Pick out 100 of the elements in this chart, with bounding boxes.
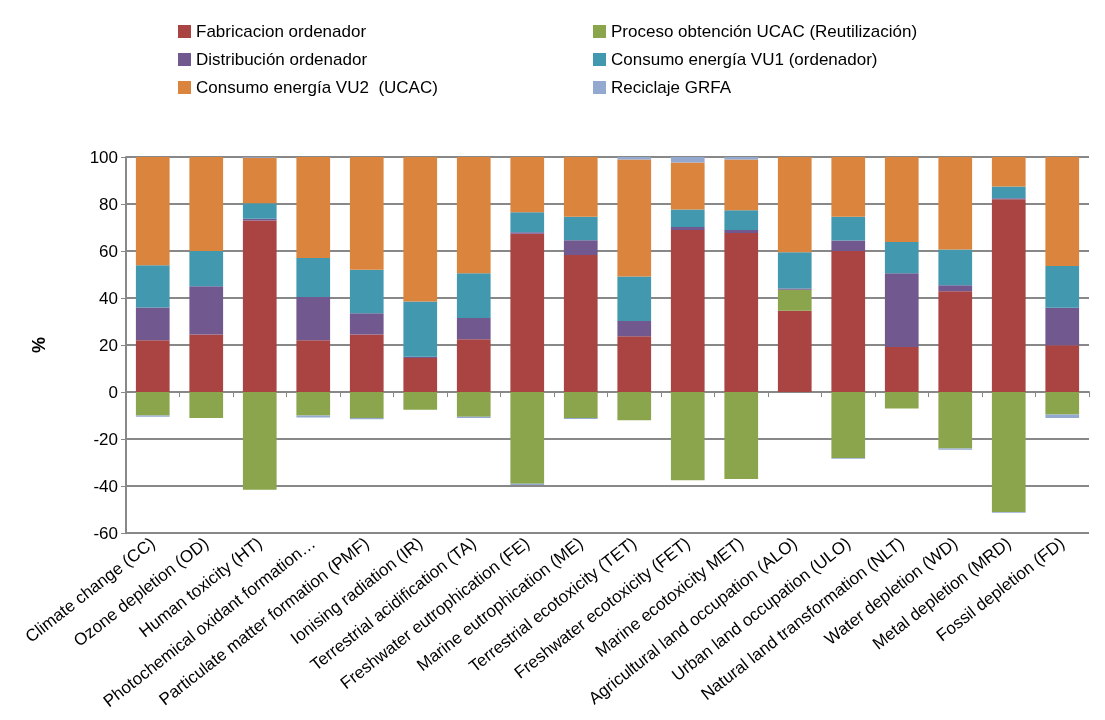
bar: [938, 291, 973, 393]
bar: [135, 392, 170, 416]
bar: [938, 285, 973, 292]
bar: [242, 220, 277, 393]
legend-label: Fabricacion ordenador: [196, 22, 367, 41]
bar: [884, 242, 919, 274]
bar: [456, 157, 491, 274]
bar: [617, 392, 652, 421]
bar: [831, 392, 866, 458]
bar: [938, 392, 973, 449]
bar: [403, 301, 438, 357]
bar: [670, 229, 705, 393]
bar: [510, 157, 545, 213]
y-tick-label: 40: [99, 288, 118, 308]
legend-label: Proceso obtención UCAC (Reutilización): [611, 22, 918, 41]
y-tick-label: 60: [99, 241, 118, 261]
bar: [1045, 345, 1080, 393]
y-tick-label: -40: [93, 476, 118, 496]
bar: [189, 286, 224, 335]
bar: [1045, 414, 1080, 418]
bar: [189, 392, 224, 418]
bar: [1045, 307, 1080, 346]
bar: [296, 258, 331, 297]
bar: [831, 216, 866, 241]
bar: [296, 296, 331, 341]
bar: [563, 157, 598, 217]
bar: [456, 339, 491, 393]
legend-label: Consumo energía VU1 (ordenador): [611, 50, 878, 69]
bar: [349, 334, 384, 393]
bar: [617, 336, 652, 393]
bar: [884, 273, 919, 347]
bar: [242, 203, 277, 219]
bar: [777, 310, 812, 393]
bar: [349, 157, 384, 270]
y-tick-label: 80: [99, 194, 118, 214]
bar: [296, 392, 331, 416]
bar: [831, 251, 866, 393]
bar: [724, 210, 759, 231]
bar: [724, 232, 759, 393]
bar: [724, 392, 759, 480]
y-tick-label: -60: [93, 523, 118, 543]
bar: [884, 157, 919, 243]
bar: [991, 186, 1026, 199]
bar: [296, 340, 331, 393]
bar: [991, 157, 1026, 187]
y-tick-label: -20: [93, 429, 118, 449]
bar: [617, 276, 652, 322]
legend-label: Consumo energía VU2 (UCAC): [196, 78, 438, 97]
bar: [563, 392, 598, 418]
y-tick-label: 100: [89, 147, 118, 167]
bar: [242, 392, 277, 490]
bar: [884, 346, 919, 393]
bar: [403, 358, 438, 393]
bar: [135, 340, 170, 393]
bar: [349, 269, 384, 314]
legend-label: Reciclaje GRFA: [611, 78, 732, 97]
bar: [777, 252, 812, 289]
bar: [563, 216, 598, 241]
bar: [456, 273, 491, 319]
bar: [938, 249, 973, 286]
bar: [349, 313, 384, 335]
bar: [135, 157, 170, 266]
bar: [510, 233, 545, 393]
bar: [403, 392, 438, 410]
bar: [617, 321, 652, 337]
bar: [510, 392, 545, 484]
bar: [670, 392, 705, 481]
bar: [296, 157, 331, 259]
y-axis-title: %: [29, 337, 49, 354]
bar: [670, 162, 705, 210]
bar: [884, 392, 919, 409]
bar: [456, 392, 491, 417]
bar: [670, 209, 705, 228]
bar: [189, 157, 224, 252]
bar: [617, 157, 652, 160]
bar: [135, 265, 170, 308]
bar: [242, 157, 277, 204]
legend-label: Distribución ordenador: [196, 50, 368, 69]
bar: [724, 159, 759, 211]
bar: [777, 157, 812, 253]
bar: [991, 199, 1026, 393]
bar: [670, 157, 705, 163]
bar: [724, 230, 759, 233]
bar: [670, 227, 705, 230]
bar: [724, 157, 759, 160]
y-tick-label: 20: [99, 335, 118, 355]
bar: [349, 392, 384, 418]
bar: [831, 240, 866, 252]
bar: [991, 392, 1026, 512]
bar: [938, 157, 973, 250]
bar: [189, 251, 224, 287]
y-tick-label: 0: [108, 382, 118, 402]
bar: [1045, 266, 1080, 308]
bar: [563, 255, 598, 393]
bar: [403, 157, 438, 302]
bar: [189, 334, 224, 393]
bar: [831, 157, 866, 217]
bar: [777, 289, 812, 311]
bar: [1045, 157, 1080, 267]
bar: [456, 318, 491, 340]
